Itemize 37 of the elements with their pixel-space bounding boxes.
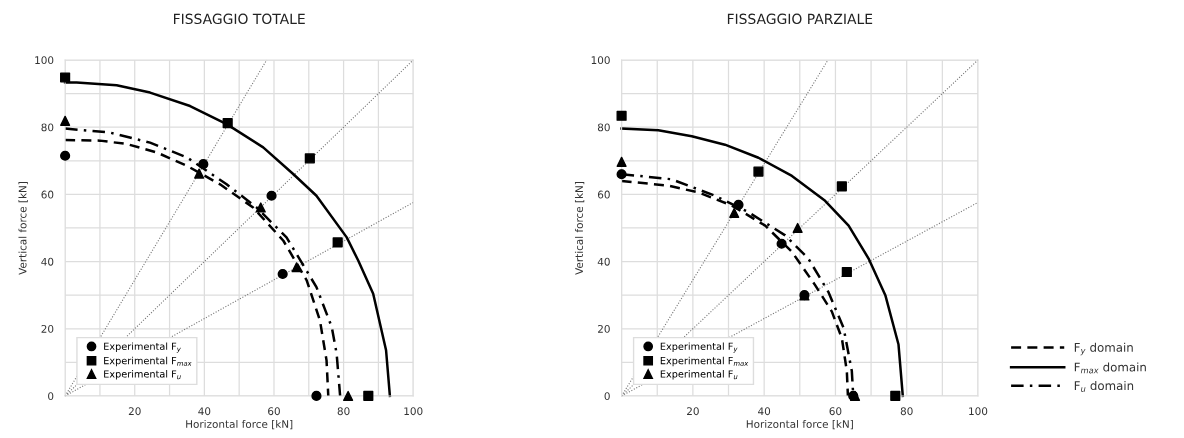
chart-title: FISSAGGIO TOTALE xyxy=(174,13,305,25)
x-tick-label: 20 xyxy=(687,407,699,416)
y-axis-title: Vertical force [kN] xyxy=(18,181,28,275)
legend-label: F$_{y}$ domain xyxy=(1074,342,1133,356)
legend-label: Experimental F$_{y}$ xyxy=(660,342,738,353)
x-tick-label: 100 xyxy=(404,407,423,416)
legend-label: Experimental F$_{y}$ xyxy=(104,342,181,353)
legend-label: Experimental F$_{max}$ xyxy=(660,356,749,367)
y-tick-label: 60 xyxy=(597,190,610,199)
x-tick-label: 20 xyxy=(128,407,141,416)
y-axis-title: Vertical force [kN] xyxy=(574,181,585,275)
y-tick-label: 40 xyxy=(41,257,54,266)
y-tick-label: 100 xyxy=(35,56,54,65)
x-tick-label: 60 xyxy=(268,407,280,416)
y-tick-label: 20 xyxy=(598,324,610,333)
x-tick-label: 60 xyxy=(829,407,842,416)
x-tick-label: 80 xyxy=(900,407,913,416)
x-tick-label: 80 xyxy=(337,407,350,416)
y-tick-label: 80 xyxy=(597,123,610,132)
legend-label: Experimental F$_{u}$ xyxy=(660,370,738,380)
legend-label: Experimental F$_{max}$ xyxy=(104,356,192,367)
legend-label: Experimental F$_{u}$ xyxy=(104,370,181,380)
y-tick-label: 40 xyxy=(597,257,610,266)
y-tick-label: 0 xyxy=(48,392,54,401)
legend-label: F$_{max}$ domain xyxy=(1074,362,1146,374)
x-tick-label: 40 xyxy=(758,407,771,416)
legend-label: F$_{u}$ domain xyxy=(1074,380,1134,392)
y-tick-label: 0 xyxy=(604,392,610,401)
x-axis-title: Horizontal force [kN] xyxy=(186,419,293,430)
y-tick-label: 80 xyxy=(41,123,54,132)
x-tick-label: 100 xyxy=(969,407,988,416)
y-tick-label: 100 xyxy=(591,56,610,65)
y-tick-label: 20 xyxy=(41,324,54,333)
x-axis-title: Horizontal force [kN] xyxy=(746,419,853,430)
x-tick-label: 40 xyxy=(198,407,211,416)
chart-title: FISSAGGIO PARZIALE xyxy=(727,13,873,25)
y-tick-label: 60 xyxy=(41,190,54,199)
